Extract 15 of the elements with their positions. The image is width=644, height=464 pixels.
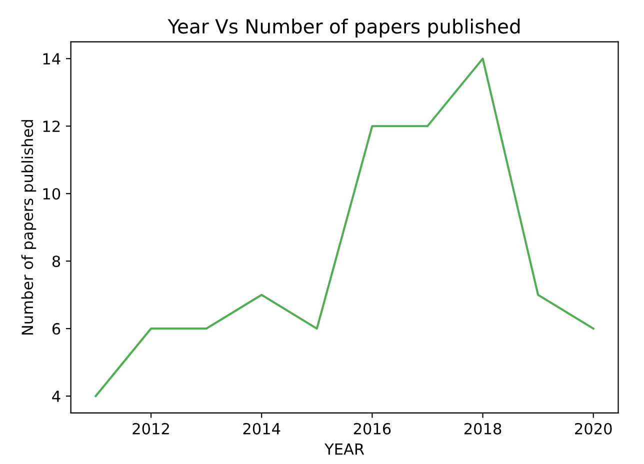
y-tick-label: 6: [52, 323, 60, 335]
y-tick-label: 4: [52, 390, 60, 402]
y-tick-label: 14: [43, 53, 60, 64]
x-tick-label: 2020: [575, 422, 612, 435]
y-tick-label: 10: [43, 188, 60, 200]
chart-title: Year Vs Number of papers published: [168, 18, 520, 38]
x-axis-title: YEAR: [324, 443, 364, 455]
x-tick-label: 2018: [464, 422, 502, 435]
y-tick-label: 8: [52, 256, 60, 268]
x-tick-label: 2014: [243, 422, 280, 435]
x-tick-label: 2016: [354, 422, 391, 435]
y-tick-label: 12: [43, 120, 60, 132]
line-series: [94, 58, 594, 398]
x-tick-label: 2012: [132, 422, 169, 435]
y-axis-title: Number of papers published: [21, 120, 36, 335]
